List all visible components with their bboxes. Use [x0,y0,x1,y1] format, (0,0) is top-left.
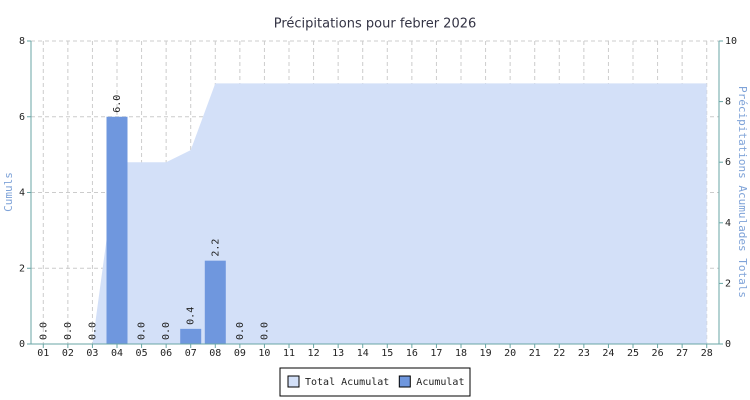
x-tick-label: 17 [430,348,442,359]
y-tick-label: 2 [19,263,25,274]
x-tick-label: 28 [701,348,713,359]
value-label: 2.2 [210,239,221,257]
x-tick-label: 04 [111,348,123,359]
y2-tick-label: 8 [725,97,731,108]
y2-tick-label: 0 [725,339,731,350]
x-tick-label: 25 [627,348,639,359]
x-tick-label: 06 [160,348,172,359]
x-tick-label: 21 [529,348,541,359]
y2-tick-label: 6 [725,157,731,168]
x-tick-label: 11 [283,348,295,359]
value-label: 0.0 [63,322,74,340]
x-tick-label: 15 [381,348,393,359]
x-tick-label: 19 [480,348,492,359]
value-label: 0.0 [87,322,98,340]
x-tick-label: 26 [652,348,664,359]
bar [204,260,226,344]
x-tick-label: 07 [185,348,197,359]
x-tick-label: 23 [578,348,590,359]
value-label: 0.0 [137,322,148,340]
x-tick-label: 10 [258,348,270,359]
y-tick-label: 4 [19,188,25,199]
y-tick-label: 8 [19,36,25,47]
x-tick-label: 12 [308,348,320,359]
bar [106,116,128,344]
legend-frame [279,367,471,397]
x-tick-label: 13 [332,348,344,359]
y2-tick-label: 2 [725,278,731,289]
x-tick-label: 03 [86,348,98,359]
y2-axis-title: Précipitations Acumulades Totals [736,86,749,298]
x-tick-label: 05 [136,348,148,359]
x-tick-label: 14 [357,348,369,359]
legend-label: Total Acumulat [305,377,389,388]
y2-tick-label: 10 [725,36,737,47]
value-label: 0.0 [235,322,246,340]
y-tick-label: 0 [19,339,25,350]
value-label: 0.0 [259,322,270,340]
area [43,83,707,345]
value-label: 6.0 [112,95,123,113]
x-tick-label: 24 [602,348,614,359]
y-tick-label: 6 [19,112,25,123]
x-tick-label: 01 [37,348,49,359]
x-tick-label: 02 [62,348,74,359]
x-tick-label: 08 [209,348,221,359]
legend: Total Acumulat Acumulat [279,367,471,397]
x-tick-label: 27 [676,348,688,359]
chart-title: Précipitations pour febrer 2026 [274,17,477,32]
legend-label: Acumulat [416,377,464,388]
x-tick-label: 20 [504,348,516,359]
bar [180,328,202,344]
value-label: 0.0 [161,322,172,340]
legend-swatch [287,375,300,388]
x-tick-label: 16 [406,348,418,359]
x-tick-label: 09 [234,348,246,359]
legend-swatch [398,375,411,388]
y-axis-title: Cumuls [2,172,15,212]
x-tick-label: 18 [455,348,467,359]
y2-tick-label: 4 [725,218,731,229]
x-tick-label: 22 [553,348,565,359]
value-label: 0.4 [186,307,197,325]
value-label: 0.0 [38,322,49,340]
